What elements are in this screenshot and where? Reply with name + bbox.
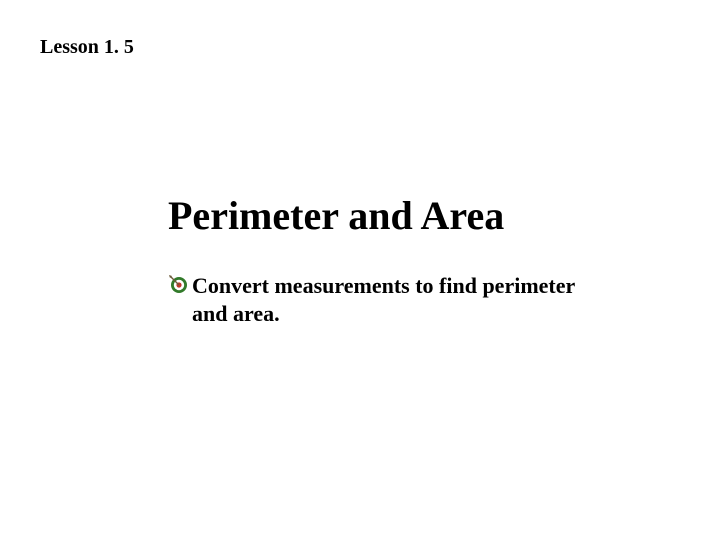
slide: Lesson 1. 5 Perimeter and Area Convert m… bbox=[0, 0, 720, 540]
objective-text: Convert measurements to find perimeter a… bbox=[192, 272, 608, 327]
objective-row: Convert measurements to find perimeter a… bbox=[168, 272, 608, 327]
target-icon bbox=[168, 274, 188, 299]
lesson-label: Lesson 1. 5 bbox=[40, 36, 134, 59]
page-title: Perimeter and Area bbox=[168, 192, 504, 239]
objective-block: Convert measurements to find perimeter a… bbox=[168, 272, 608, 327]
